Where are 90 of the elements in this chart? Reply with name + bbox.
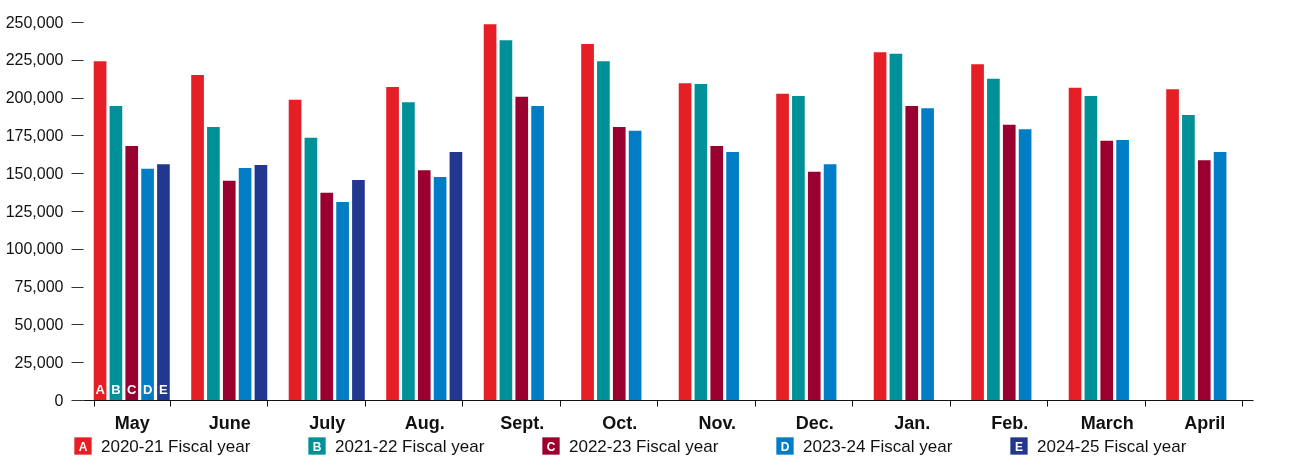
bar <box>776 93 789 400</box>
x-tick-label: July <box>309 412 346 433</box>
y-tick-label: 100,000 <box>5 240 64 258</box>
x-tick-label: June <box>208 412 251 433</box>
bar <box>320 192 334 400</box>
bar <box>612 127 626 400</box>
annotation: D <box>142 382 153 397</box>
y-tick-label: 75,000 <box>14 278 64 296</box>
legend-label: 2023-24 Fiscal year <box>803 437 953 456</box>
x-tick-label: Feb. <box>991 412 1029 433</box>
bar <box>597 61 610 400</box>
bar <box>483 24 497 400</box>
bar <box>873 52 887 400</box>
legend-label: 2020-21 Fiscal year <box>101 437 251 456</box>
annotation: B <box>111 382 121 397</box>
bar <box>1002 124 1016 400</box>
bar <box>678 83 692 400</box>
legend-label: 2021-22 Fiscal year <box>335 437 485 456</box>
bar <box>971 64 984 400</box>
y-tick-label: 150,000 <box>5 164 64 182</box>
bar <box>304 137 318 400</box>
bar <box>433 176 447 400</box>
bar <box>141 168 154 400</box>
x-tick-label: Aug. <box>404 412 445 433</box>
y-tick-label: 225,000 <box>5 51 64 69</box>
bar <box>581 43 594 400</box>
text: A <box>78 440 88 454</box>
x-tick-label: March <box>1080 412 1134 433</box>
y-tick-label: 125,000 <box>5 202 64 220</box>
x-tick-label: Jan. <box>894 412 931 433</box>
bar <box>807 171 821 400</box>
bar <box>628 130 642 400</box>
bar <box>93 61 107 400</box>
y-tick-label: 175,000 <box>5 126 64 144</box>
bar <box>238 167 252 400</box>
bar <box>1182 114 1195 400</box>
y-tick-label: 25,000 <box>14 353 64 371</box>
bar <box>386 87 399 400</box>
bar <box>499 40 513 400</box>
y-tick-label: 200,000 <box>5 89 64 107</box>
bar <box>987 78 1000 400</box>
bar <box>1197 160 1211 400</box>
y-tick-label: 50,000 <box>14 315 64 333</box>
x-tick-label: May <box>114 412 150 433</box>
bar <box>1100 140 1114 400</box>
bar <box>222 180 236 400</box>
bar <box>1166 89 1179 400</box>
x-tick-label: Dec. <box>795 412 834 433</box>
bar <box>515 96 529 400</box>
bar <box>109 105 123 400</box>
text: D <box>780 440 790 454</box>
bar <box>823 164 837 400</box>
y-tick-label: 250,000 <box>5 13 64 31</box>
x-tick-label: Oct. <box>602 412 638 433</box>
annotation: A <box>95 382 106 397</box>
bar <box>921 108 934 400</box>
y-tick-label: 0 <box>54 391 64 409</box>
bar <box>191 74 204 400</box>
x-tick-label: Sept. <box>500 412 545 433</box>
bar <box>449 152 463 400</box>
bar <box>402 102 415 400</box>
bar <box>531 105 544 400</box>
text: C <box>546 440 556 454</box>
bar <box>157 164 170 400</box>
bar <box>905 105 919 400</box>
bar <box>1068 87 1082 400</box>
bar <box>889 53 903 400</box>
bar <box>288 99 302 400</box>
bar <box>1116 139 1129 400</box>
bar <box>1018 129 1032 400</box>
bar <box>726 152 739 400</box>
bar <box>207 127 220 400</box>
bar <box>125 145 139 400</box>
bar <box>336 201 349 400</box>
bar <box>1084 96 1098 400</box>
bar <box>1213 152 1227 400</box>
bar <box>710 145 724 400</box>
legend-label: 2022-23 Fiscal year <box>569 437 719 456</box>
bar <box>694 83 708 400</box>
x-tick-label: April <box>1184 412 1226 433</box>
x-tick-label: Nov. <box>698 412 737 433</box>
bar <box>792 96 805 400</box>
text: B <box>312 440 322 454</box>
bar <box>352 180 365 400</box>
text: E <box>1014 440 1024 454</box>
annotation: E <box>159 382 169 397</box>
annotation: C <box>127 382 138 397</box>
bar <box>417 170 431 400</box>
bar <box>254 164 268 400</box>
legend-label: 2024-25 Fiscal year <box>1037 437 1187 456</box>
